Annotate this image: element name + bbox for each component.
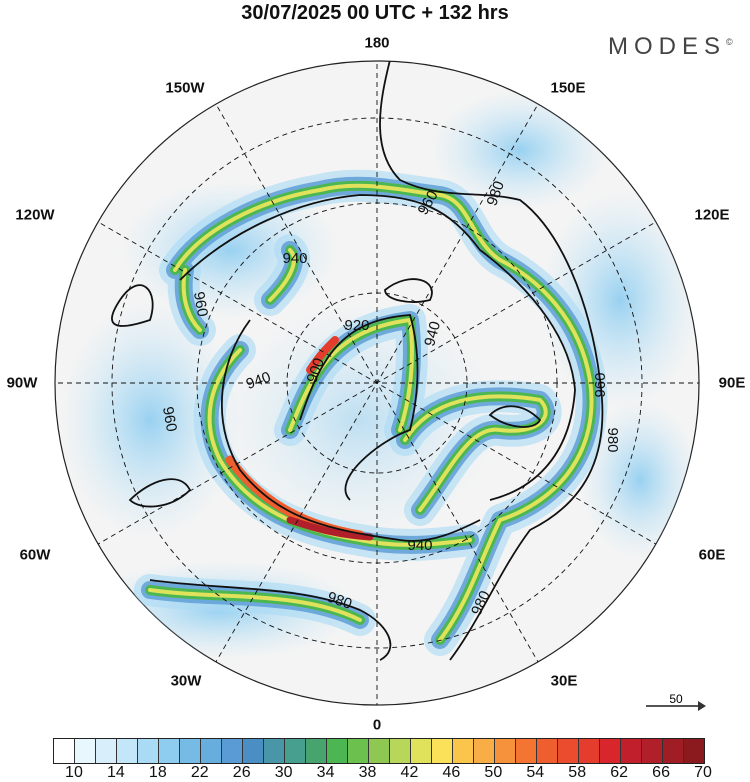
lon-label-30w: 30W <box>170 672 202 690</box>
colorbar-swatch <box>369 739 390 763</box>
colorbar-swatch <box>306 739 327 763</box>
lon-label-60w: 60W <box>19 546 51 564</box>
colorbar-swatch <box>621 739 642 763</box>
colorbar-swatch <box>180 739 201 763</box>
lon-label-30e: 30E <box>550 672 578 690</box>
colorbar-tick-label: 70 <box>694 764 712 781</box>
colorbar-swatch <box>138 739 159 763</box>
wind-speed-shading <box>60 90 699 660</box>
lon-label-150e: 150E <box>550 79 586 97</box>
colorbar-swatch <box>579 739 600 763</box>
colorbar-swatch <box>222 739 243 763</box>
colorbar-swatch <box>96 739 117 763</box>
colorbar-tick-label: 22 <box>190 764 209 781</box>
colorbar-swatch <box>663 739 684 763</box>
colorbar-swatch <box>327 739 348 763</box>
logo-text: MODES <box>608 33 727 60</box>
lon-label-90e: 90E <box>718 374 746 392</box>
pressure-contours <box>111 61 604 661</box>
colorbar-swatch <box>537 739 558 763</box>
colorbar-swatch <box>348 739 369 763</box>
colorbar-swatch <box>600 739 621 763</box>
colorbar-swatch <box>243 739 264 763</box>
colorbar-swatch <box>642 739 663 763</box>
reference-vector-arrow-icon <box>646 701 706 711</box>
colorbar-tick-label: 30 <box>274 764 293 781</box>
lon-label-150w: 150W <box>165 79 205 97</box>
colorbar-swatch <box>558 739 579 763</box>
colorbar-tick-label: 26 <box>232 764 251 781</box>
colorbar-swatch <box>516 739 537 763</box>
colorbar-tick-label: 66 <box>652 764 670 781</box>
colorbar-swatch <box>432 739 453 763</box>
colorbar-swatch <box>474 739 495 763</box>
map-title: 30/07/2025 00 UTC + 132 hrs <box>241 2 509 24</box>
lon-label-180: 180 <box>364 34 390 52</box>
colorbar-tick-label: 46 <box>442 764 461 781</box>
contour-label: 940 <box>421 320 444 349</box>
contour-label: 960 <box>592 372 609 397</box>
colorbar-swatch <box>75 739 96 763</box>
colorbar-tick-label: 58 <box>568 764 587 781</box>
lon-label-90w: 90W <box>6 374 38 392</box>
colorbar-swatch <box>264 739 285 763</box>
colorbar-swatch <box>684 739 704 763</box>
colorbar-tick-label: 42 <box>400 764 419 781</box>
contour-label: 940 <box>407 537 432 554</box>
contour-label: 960 <box>159 405 180 433</box>
lon-label-120e: 120E <box>694 206 730 224</box>
colorbar-swatch <box>117 739 138 763</box>
colorbar-tick-label: 18 <box>148 764 167 781</box>
colorbar <box>53 738 705 764</box>
colorbar-tick-label: 14 <box>106 764 125 781</box>
colorbar-swatch <box>390 739 411 763</box>
colorbar-swatch <box>201 739 222 763</box>
colorbar-swatch <box>159 739 180 763</box>
colorbar-swatch <box>285 739 306 763</box>
reference-vector-label: 50 <box>669 692 683 706</box>
lon-label-0: 0 <box>372 716 382 734</box>
colorbar-tick-label: 62 <box>610 764 629 781</box>
lon-label-60e: 60E <box>698 546 726 564</box>
colorbar-swatch <box>54 739 75 763</box>
contour-label: 980 <box>604 427 621 452</box>
colorbar-swatch <box>453 739 474 763</box>
colorbar-tick-label: 50 <box>484 764 503 781</box>
colorbar-swatch <box>495 739 516 763</box>
colorbar-tick-label: 10 <box>65 764 83 781</box>
modes-logo: MODES© <box>608 33 733 60</box>
lon-label-120w: 120W <box>15 206 55 224</box>
colorbar-swatch <box>411 739 432 763</box>
colorbar-tick-label: 54 <box>526 764 545 781</box>
colorbar-tick-label: 34 <box>316 764 335 781</box>
contour-label: 960 <box>190 290 211 318</box>
contour-label: 920 <box>344 317 369 334</box>
polar-map: 980 960 940 960 920 940 900 940 960 960 … <box>54 60 700 706</box>
contour-label: 940 <box>282 250 307 267</box>
colorbar-tick-label: 38 <box>358 764 377 781</box>
